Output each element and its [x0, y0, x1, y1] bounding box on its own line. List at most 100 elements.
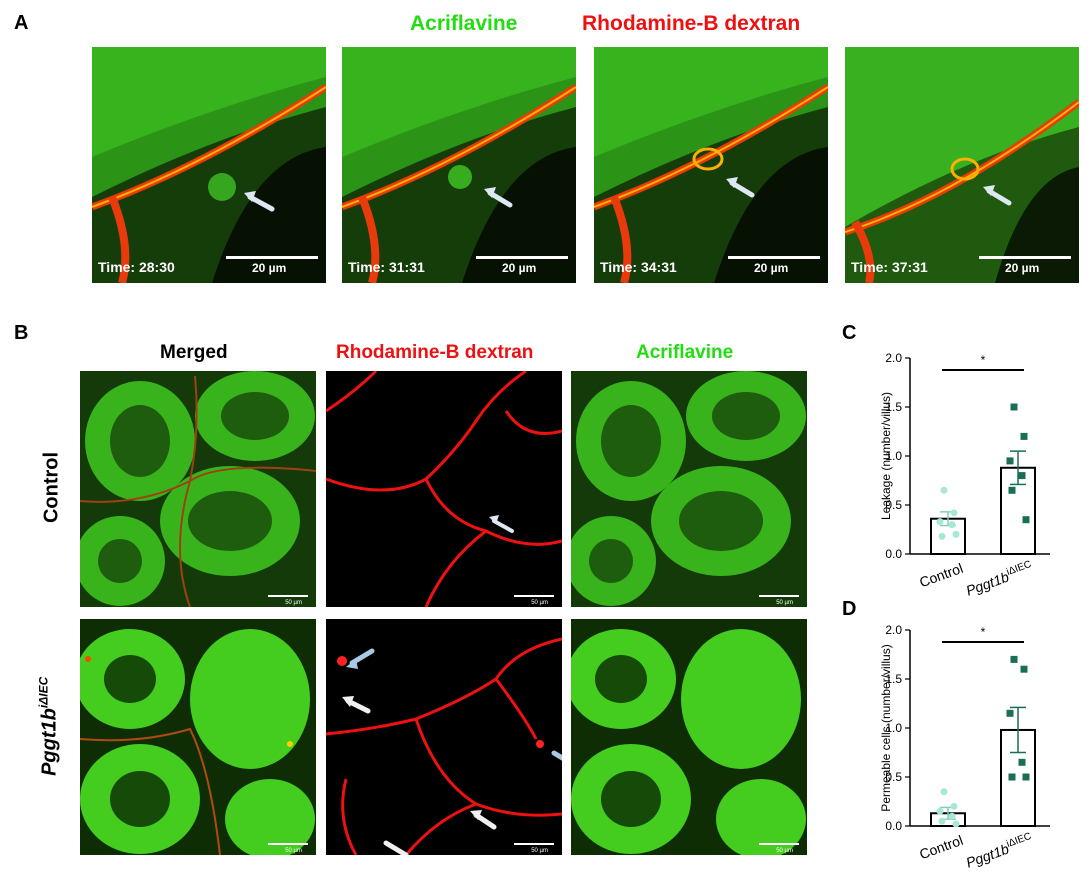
y-axis-label: Permeable cells (number/villus) — [879, 644, 893, 811]
data-point — [1008, 486, 1016, 494]
data-point — [1020, 665, 1028, 673]
timelapse-frame-3: Time: 34:31 20 µm — [594, 47, 828, 283]
timelapse-frame-1: Time: 28:30 20 µm — [92, 47, 326, 283]
rhodamine-mutant-image: 50 µm — [326, 619, 562, 855]
timestamp: Time: 34:31 — [600, 259, 677, 275]
permeable-cells-bar-chart: 0.0 0.5 1.0 1.5 2.0 Permeable cells (number/v… — [879, 623, 1050, 871]
y-tick-label: 2.0 — [885, 623, 902, 637]
timelapse-frame-4: Time: 37:31 20 µm — [845, 47, 1079, 283]
row-label-mutant: Pggt1biΔIEC — [36, 676, 61, 776]
scale-bar — [979, 256, 1071, 259]
micrograph-image — [571, 619, 807, 855]
data-point — [948, 812, 956, 820]
data-point — [936, 518, 944, 526]
micrograph-image — [326, 371, 562, 607]
scale-label: 20 µm — [754, 261, 789, 275]
merged-control-image: 50 µm — [80, 371, 316, 607]
scale-label: 20 µm — [252, 261, 287, 275]
y-axis-label: Leakage (number/villus) — [879, 392, 893, 520]
col-header-merged: Merged — [160, 342, 228, 363]
data-point — [1006, 709, 1014, 717]
data-point — [1020, 432, 1028, 440]
data-point — [950, 802, 958, 810]
timestamp: Time: 31:31 — [348, 259, 425, 275]
panel-letter-d: D — [842, 598, 857, 620]
legend-acriflavine: Acriflavine — [410, 12, 518, 35]
legend-rhodamine: Rhodamine-B dextran — [582, 12, 801, 35]
y-tick-label: 1.5 — [885, 400, 902, 414]
data-point — [936, 807, 944, 815]
data-point — [952, 530, 960, 538]
data-point — [940, 486, 948, 494]
y-tick-label: 1.0 — [885, 449, 902, 463]
panel-letter-c: C — [842, 322, 857, 344]
timestamp: Time: 28:30 — [98, 259, 175, 275]
data-point — [1022, 516, 1030, 524]
scale-bar — [759, 595, 799, 597]
data-point — [1010, 655, 1018, 663]
significance-marker: * — [981, 625, 986, 639]
micrograph-image — [594, 47, 828, 283]
timestamp: Time: 37:31 — [851, 259, 928, 275]
acriflavine-mutant-image: 50 µm — [571, 619, 807, 855]
x-tick-label-control: Control — [917, 832, 965, 862]
x-tick-label-control: Control — [917, 560, 965, 590]
micrograph-image — [80, 371, 316, 607]
significance-marker: * — [981, 353, 986, 367]
data-point — [938, 817, 946, 825]
data-point — [938, 532, 946, 540]
x-tick-superscript: iΔIEC — [1005, 559, 1033, 578]
merged-mutant-image: 50 µm — [80, 619, 316, 855]
micrograph-image — [92, 47, 326, 283]
rhodamine-control-image: 50 µm — [326, 371, 562, 607]
y-tick-label: 1.0 — [885, 721, 902, 735]
y-tick-label: 0.5 — [885, 498, 902, 512]
micrograph-image — [342, 47, 576, 283]
micrograph-image — [80, 619, 316, 855]
x-tick-label-pggt1b: Pggt1biΔIEC — [963, 559, 1035, 599]
data-point — [1018, 758, 1026, 766]
y-tick-label: 0.5 — [885, 770, 902, 784]
scale-label: 50 µm — [776, 600, 793, 606]
scale-label: 50 µm — [776, 848, 793, 854]
scale-label: 50 µm — [285, 848, 302, 854]
scale-label: 50 µm — [531, 600, 548, 606]
scale-bar — [476, 256, 568, 259]
leakage-bar-chart: 0.0 0.5 1.0 1.5 2.0 Leakage (number/villus) Co… — [879, 351, 1050, 599]
scale-bar — [226, 256, 318, 259]
scale-bar — [268, 843, 308, 845]
panel-letter-a: A — [14, 12, 29, 34]
data-point — [940, 788, 948, 796]
data-point — [952, 820, 960, 828]
micrograph-image — [571, 371, 807, 607]
scale-bar — [728, 256, 820, 259]
scale-bar — [759, 843, 799, 845]
x-tick-label-pggt1b: Pggt1biΔIEC — [963, 831, 1035, 871]
data-point — [1010, 403, 1018, 411]
col-header-acriflavine: Acriflavine — [636, 342, 734, 363]
data-point — [948, 521, 956, 529]
data-point — [1022, 773, 1030, 781]
data-point — [950, 509, 958, 517]
scale-label: 50 µm — [285, 600, 302, 606]
data-point — [1018, 472, 1026, 480]
data-point — [1008, 773, 1016, 781]
scale-bar — [514, 595, 554, 597]
scale-bar — [514, 843, 554, 845]
scale-label: 20 µm — [1005, 261, 1040, 275]
timelapse-frame-2: Time: 31:31 20 µm — [342, 47, 576, 283]
scale-label: 50 µm — [531, 848, 548, 854]
scale-label: 20 µm — [502, 261, 537, 275]
x-tick-superscript: iΔIEC — [1005, 831, 1033, 850]
micrograph-image — [326, 619, 562, 855]
col-header-rhodamine: Rhodamine-B dextran — [336, 342, 534, 363]
y-tick-label: 2.0 — [885, 351, 902, 365]
y-tick-label: 0.0 — [885, 819, 902, 833]
scale-bar — [268, 595, 308, 597]
y-tick-label: 0.0 — [885, 547, 902, 561]
micrograph-image — [845, 47, 1079, 283]
y-tick-label: 1.5 — [885, 672, 902, 686]
row-label-control: Control — [40, 451, 63, 524]
panel-letter-b: B — [14, 322, 29, 344]
data-point — [1006, 457, 1014, 465]
